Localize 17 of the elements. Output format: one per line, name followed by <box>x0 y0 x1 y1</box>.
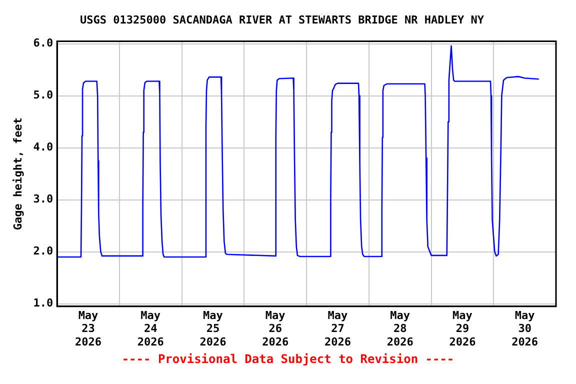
y-tick-label: 3.0 <box>33 192 54 206</box>
y-axis-title: Gage height, feet <box>11 118 24 230</box>
x-tick-label: May 30 2026 <box>512 308 538 348</box>
y-tick-label: 6.0 <box>33 36 54 50</box>
y-tick-label: 4.0 <box>33 140 54 154</box>
y-tick-label: 5.0 <box>33 88 54 102</box>
chart-title: USGS 01325000 SACANDAGA RIVER AT STEWARTS BRIDGE NR HADLEY NY <box>80 13 484 26</box>
y-tick-label: 2.0 <box>33 244 54 258</box>
y-tick-label: 1.0 <box>33 296 54 310</box>
x-tick-label: May 24 2026 <box>137 308 164 348</box>
x-tick-label: May 25 2026 <box>200 308 227 348</box>
text: ---- Provisional Data Subject to Revision ---- <box>120 352 456 366</box>
x-tick-label: May 23 2026 <box>75 308 102 348</box>
x-tick-label: May 27 2026 <box>324 308 352 348</box>
x-tick-label: May 29 2026 <box>449 308 476 348</box>
x-tick-label: May 26 2026 <box>262 308 289 348</box>
x-tick-label: May 28 2026 <box>386 308 414 348</box>
